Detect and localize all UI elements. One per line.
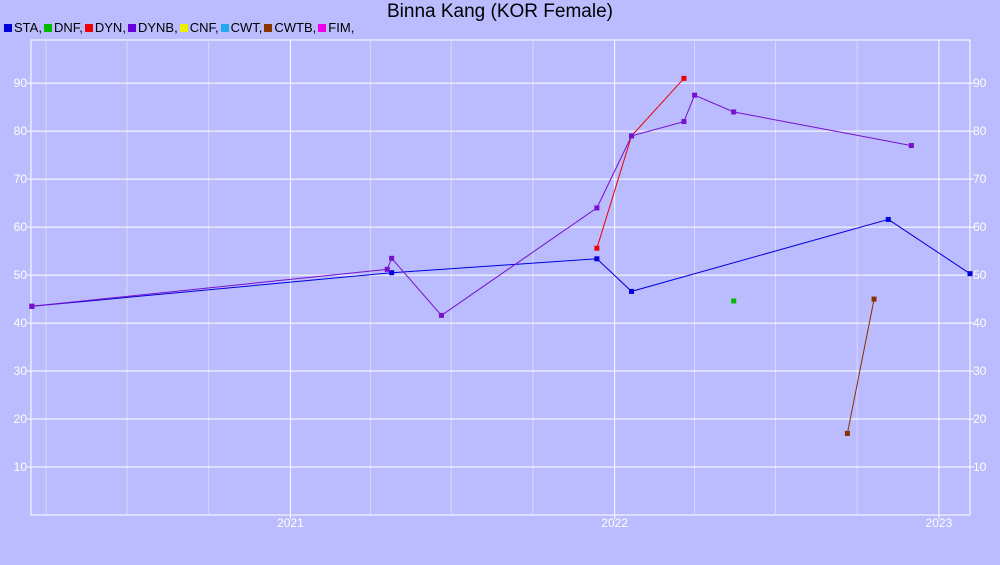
legend-label: DYNB [137,20,175,35]
data-point-sta [594,256,600,262]
x-tick-label: 2023 [926,516,953,530]
data-point-dynb [692,92,698,98]
data-point-cwtb [844,430,850,436]
y-tick-label-left: 10 [14,460,28,474]
legend-swatch [4,24,12,32]
legend-item-cnf: CNF, [179,20,219,35]
y-tick-label-right: 60 [973,220,987,234]
y-tick-label-right: 10 [973,460,987,474]
data-point-dnf [731,298,737,304]
legend-separator: , [79,20,83,35]
data-point-dynb [908,143,914,149]
y-tick-label-left: 40 [14,316,28,330]
series-line-dyn [596,78,685,249]
series-line-sta [31,218,971,307]
x-tick-label: 2021 [277,516,304,530]
data-point-dynb [594,205,600,211]
legend-swatch [220,24,229,32]
data-point-dynb [389,255,395,261]
legend-item-sta: STA, [4,20,42,35]
y-tick-label-right: 20 [973,412,987,426]
y-tick-label-right: 70 [973,172,987,186]
legend-separator: , [350,20,355,35]
legend-item-dnf: DNF, [43,20,83,35]
series-line-dynb [31,94,912,317]
data-point-dynb [438,312,444,318]
y-tick-label-right: 80 [973,124,987,138]
legend-item-dyn: DYN, [84,20,126,35]
legend-label: CWTB [274,20,313,35]
y-tick-label-right: 90 [973,76,987,90]
legend-swatch [179,24,188,32]
y-tick-label-left: 90 [14,76,28,90]
series-line-cwtb [846,299,875,434]
plot-frame [30,39,971,516]
legend-swatch [84,24,93,32]
legend: STA, DNF, DYN, DYNB, CNF, CWT, CWTB, FIM, [4,20,356,35]
legend-label: CWT [230,20,259,35]
data-point-dyn [681,75,687,81]
y-tick-label-left: 20 [14,412,28,426]
data-point-cwtb [871,296,877,302]
legend-label: CNF [189,20,215,35]
legend-label: DYN [94,20,123,35]
y-tick-label-right: 30 [973,364,987,378]
y-tick-label-left: 30 [14,364,28,378]
y-tick-label-left: 60 [14,220,28,234]
legend-item-fim: FIM, [318,20,354,35]
y-tick-label-left: 50 [14,268,28,282]
legend-separator: , [38,20,42,35]
y-tick-label-right: 50 [973,268,987,282]
data-point-dynb [681,119,687,125]
legend-separator: , [214,20,219,35]
data-point-dynb [384,266,390,272]
data-point-dynb [29,303,35,309]
legend-swatch [127,24,136,32]
legend-swatch [43,24,52,32]
legend-item-cwt: CWT, [220,20,263,35]
chart-title: Binna Kang (KOR Female) [387,1,613,22]
data-point-sta [885,216,891,222]
legend-item-cwtb: CWTB, [264,20,316,35]
x-tick-label: 2022 [601,516,628,530]
legend-separator: , [122,20,126,35]
y-tick-label-right: 40 [973,316,987,330]
legend-item-dynb: DYNB, [127,20,178,35]
legend-separator: , [174,20,178,35]
data-point-dyn [594,245,600,251]
legend-swatch [264,24,273,32]
data-point-sta [389,270,395,276]
legend-separator: , [258,20,263,35]
data-point-dynb [731,109,737,115]
y-tick-label-left: 80 [14,124,28,138]
legend-separator: , [312,20,317,35]
legend-swatch [318,24,327,32]
data-point-sta [967,271,973,277]
data-point-sta [629,288,635,294]
y-tick-label-left: 70 [14,172,28,186]
legend-label: DNF [53,20,80,35]
legend-label: STA [14,20,39,35]
legend-label: FIM [328,20,351,35]
data-point-dynb [629,133,635,139]
